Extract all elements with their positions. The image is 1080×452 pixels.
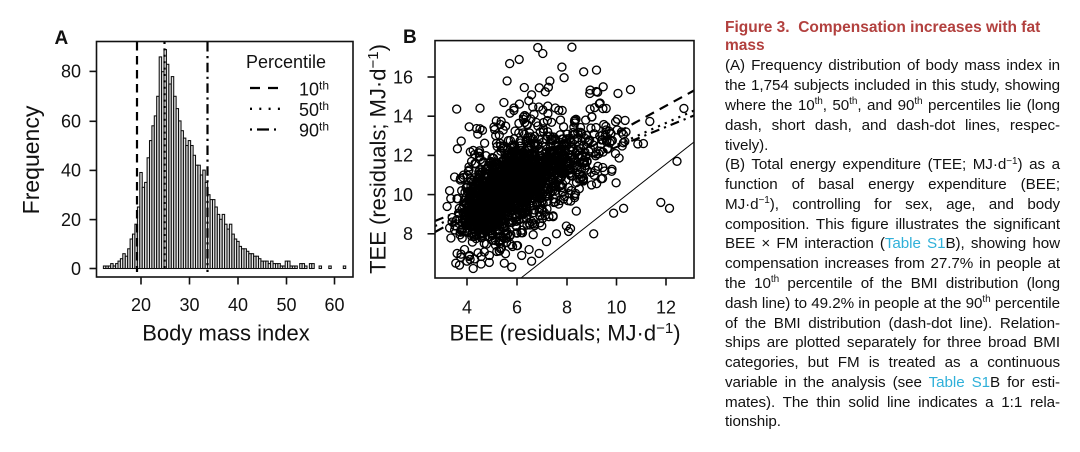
svg-text:A: A bbox=[55, 28, 69, 49]
svg-text:B: B bbox=[403, 27, 417, 48]
svg-text:TEE (residuals; MJ·d−1): TEE (residuals; MJ·d−1) bbox=[365, 44, 391, 274]
svg-text:90th: 90th bbox=[299, 120, 329, 141]
svg-text:16: 16 bbox=[393, 67, 413, 87]
svg-text:20: 20 bbox=[61, 210, 81, 230]
svg-text:80: 80 bbox=[61, 62, 81, 82]
svg-text:10: 10 bbox=[606, 298, 626, 318]
svg-text:6: 6 bbox=[512, 298, 522, 318]
svg-text:40: 40 bbox=[228, 295, 248, 315]
svg-text:Body mass index: Body mass index bbox=[142, 321, 310, 346]
svg-text:12: 12 bbox=[656, 298, 676, 318]
svg-text:12: 12 bbox=[393, 146, 413, 166]
svg-text:20: 20 bbox=[131, 295, 151, 315]
svg-text:14: 14 bbox=[393, 107, 413, 127]
svg-text:40: 40 bbox=[61, 161, 81, 181]
svg-text:0: 0 bbox=[71, 259, 81, 279]
svg-text:Frequency: Frequency bbox=[18, 105, 44, 214]
svg-text:4: 4 bbox=[462, 298, 472, 318]
svg-text:8: 8 bbox=[562, 298, 572, 318]
svg-text:60: 60 bbox=[61, 112, 81, 132]
svg-text:BEE (residuals; MJ·d−1): BEE (residuals; MJ·d−1) bbox=[449, 320, 680, 346]
svg-text:50th: 50th bbox=[299, 99, 329, 120]
svg-text:50: 50 bbox=[276, 295, 296, 315]
svg-text:30: 30 bbox=[179, 295, 199, 315]
svg-text:10th: 10th bbox=[299, 79, 329, 100]
svg-text:8: 8 bbox=[403, 224, 413, 244]
svg-text:Percentile: Percentile bbox=[246, 52, 326, 72]
svg-text:10: 10 bbox=[393, 185, 413, 205]
svg-text:60: 60 bbox=[324, 295, 344, 315]
